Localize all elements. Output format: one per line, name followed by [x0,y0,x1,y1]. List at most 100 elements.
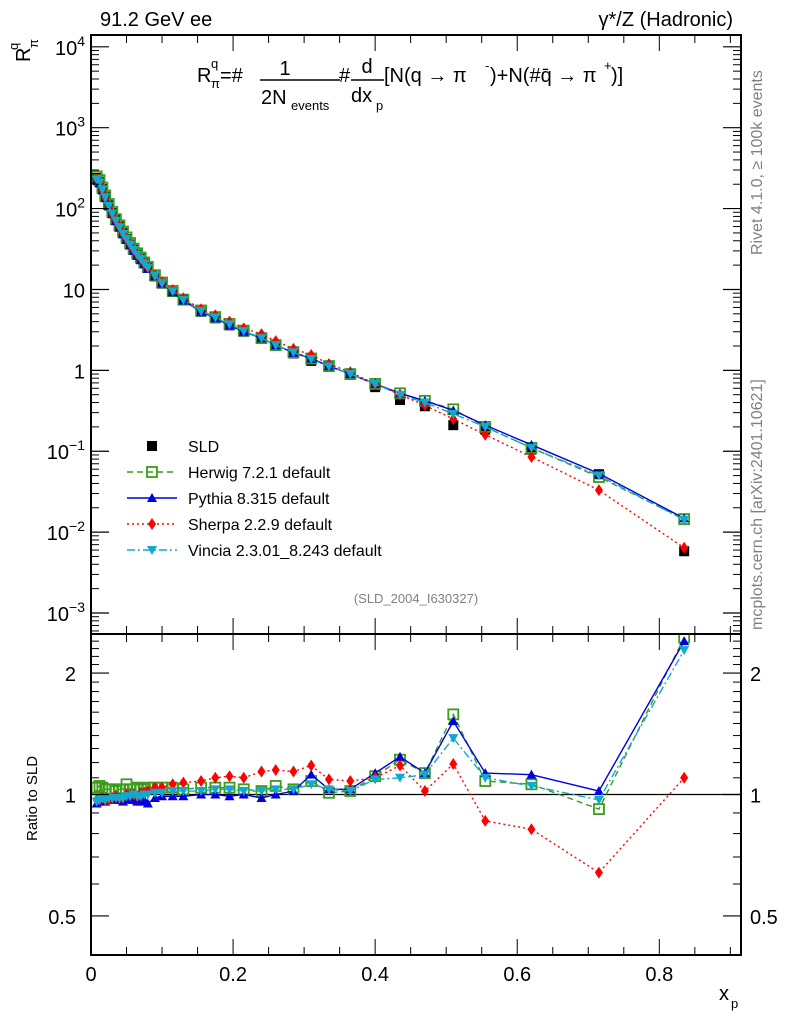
legend-label: SLD [188,439,219,456]
legend-item: Pythia 8.315 default [127,491,330,508]
data-point-vincia [142,263,153,273]
svg-text:p: p [376,98,383,113]
y-tick-label: 103 [55,114,85,141]
ratio-y-axis-label: Ratio to SLD [24,756,41,841]
data-point-vincia [419,770,430,780]
data-point-vincia [679,515,690,525]
data-point-vincia [157,279,168,289]
data-point-vincia [448,734,459,744]
data-point-sherpa [324,773,333,786]
ratio-y-tick-label-right: 0.5 [750,907,778,929]
data-point-vincia [94,178,105,188]
legend-label: Pythia 8.315 default [188,491,330,508]
data-point-sherpa [420,785,429,798]
data-point-vincia [270,341,281,351]
data-point-pythia [142,798,153,808]
series-line-vincia [96,178,685,521]
svg-text:events: events [291,98,330,113]
legend-marker-diamond [148,518,156,530]
data-point-vincia [256,334,267,344]
data-point-vincia [117,229,128,239]
data-point-vincia [395,390,406,400]
data-point-vincia [526,443,537,453]
data-point-vincia [121,235,132,245]
data-point-pythia [395,751,406,761]
data-point-sherpa [594,866,603,879]
data-point-sherpa [449,413,458,426]
data-point-vincia [370,379,381,389]
legend: SLD Herwig 7.2.1 default Pythia 8.315 defa… [127,439,382,560]
legend-marker-triangle-up [147,493,157,502]
data-point-sherpa [197,775,206,788]
rivet-version-label: Rivet 4.1.0, ≥ 100k events [749,70,766,255]
legend-item: Vincia 2.3.01_8.243 default [127,543,382,560]
data-point-sherpa [396,759,405,772]
main-y-axis-label: R q π [6,39,41,62]
process-energy-label: 91.2 GeV ee [100,9,212,31]
data-point-vincia [306,780,317,790]
data-point-vincia [149,271,160,281]
data-point-sherpa [481,428,490,441]
svg-text:dx: dx [351,85,372,107]
data-point-sherpa [239,771,248,784]
process-type-label: γ*/Z (Hadronic) [599,9,733,31]
data-point-vincia [142,790,153,800]
x-tick-label: 0.2 [219,964,247,986]
data-point-pythia [306,769,317,779]
y-tick-label: 10−1 [47,437,85,464]
data-point-vincia [224,785,235,795]
svg-text:=#: =# [220,65,244,87]
data-point-vincia [370,775,381,785]
series-line-pythia [96,179,685,519]
data-point-vincia [103,201,114,211]
ratio-y-tick-label-left: 0.5 [48,907,76,929]
data-point-sherpa [307,759,316,772]
svg-text:-: - [485,58,489,73]
data-point-vincia [149,788,160,798]
svg-text:π: π [211,76,220,91]
svg-text:d: d [361,56,372,78]
data-point-vincia [593,795,604,805]
data-point-vincia [679,646,690,656]
data-point-vincia [128,245,139,255]
y-tick-label: 10−3 [47,599,85,626]
data-point-vincia [114,223,125,233]
data-point-sherpa [527,823,536,836]
data-point-sherpa [179,776,188,789]
data-point-vincia [345,370,356,380]
svg-text:)]: )] [611,65,623,87]
legend-item: Herwig 7.2.1 default [127,465,331,482]
legend-marker-square [147,441,157,451]
ratio-y-tick-label-right: 2 [750,664,761,686]
data-point-sherpa [680,771,689,784]
legend-marker-open-square [146,466,158,478]
x-tick-label: 0.6 [503,964,531,986]
y-tick-label: 1 [74,361,85,383]
data-point-vincia [196,307,207,317]
data-point-pythia [679,636,690,646]
data-point-pythia [448,716,459,726]
data-point-pythia [224,791,235,801]
data-point-vincia [125,240,136,250]
mcplots-credit-label: mcplots.cern.ch [arXiv:2401.10621] [749,379,766,630]
x-axis-label: x p [719,983,738,1011]
data-point-vincia [196,787,207,797]
legend-marker-triangle-down [147,546,157,555]
data-point-pythia [256,793,267,803]
svg-text:#: # [339,65,351,87]
legend-item: SLD [147,439,219,456]
legend-label: Vincia 2.3.01_8.243 default [188,543,382,560]
data-point-sherpa [680,541,689,554]
data-point-vincia [210,313,221,323]
svg-text:)+N(#q̄ → π: )+N(#q̄ → π [490,65,597,87]
x-tick-label: 0.8 [645,964,673,986]
svg-text:R: R [197,65,211,87]
data-point-vincia [167,787,178,797]
analysis-id-label: (SLD_2004_I630327) [354,591,478,606]
data-point-vincia [178,296,189,306]
svg-text:x: x [719,983,729,1005]
data-point-sherpa [257,765,266,778]
data-point-sherpa [271,764,280,777]
